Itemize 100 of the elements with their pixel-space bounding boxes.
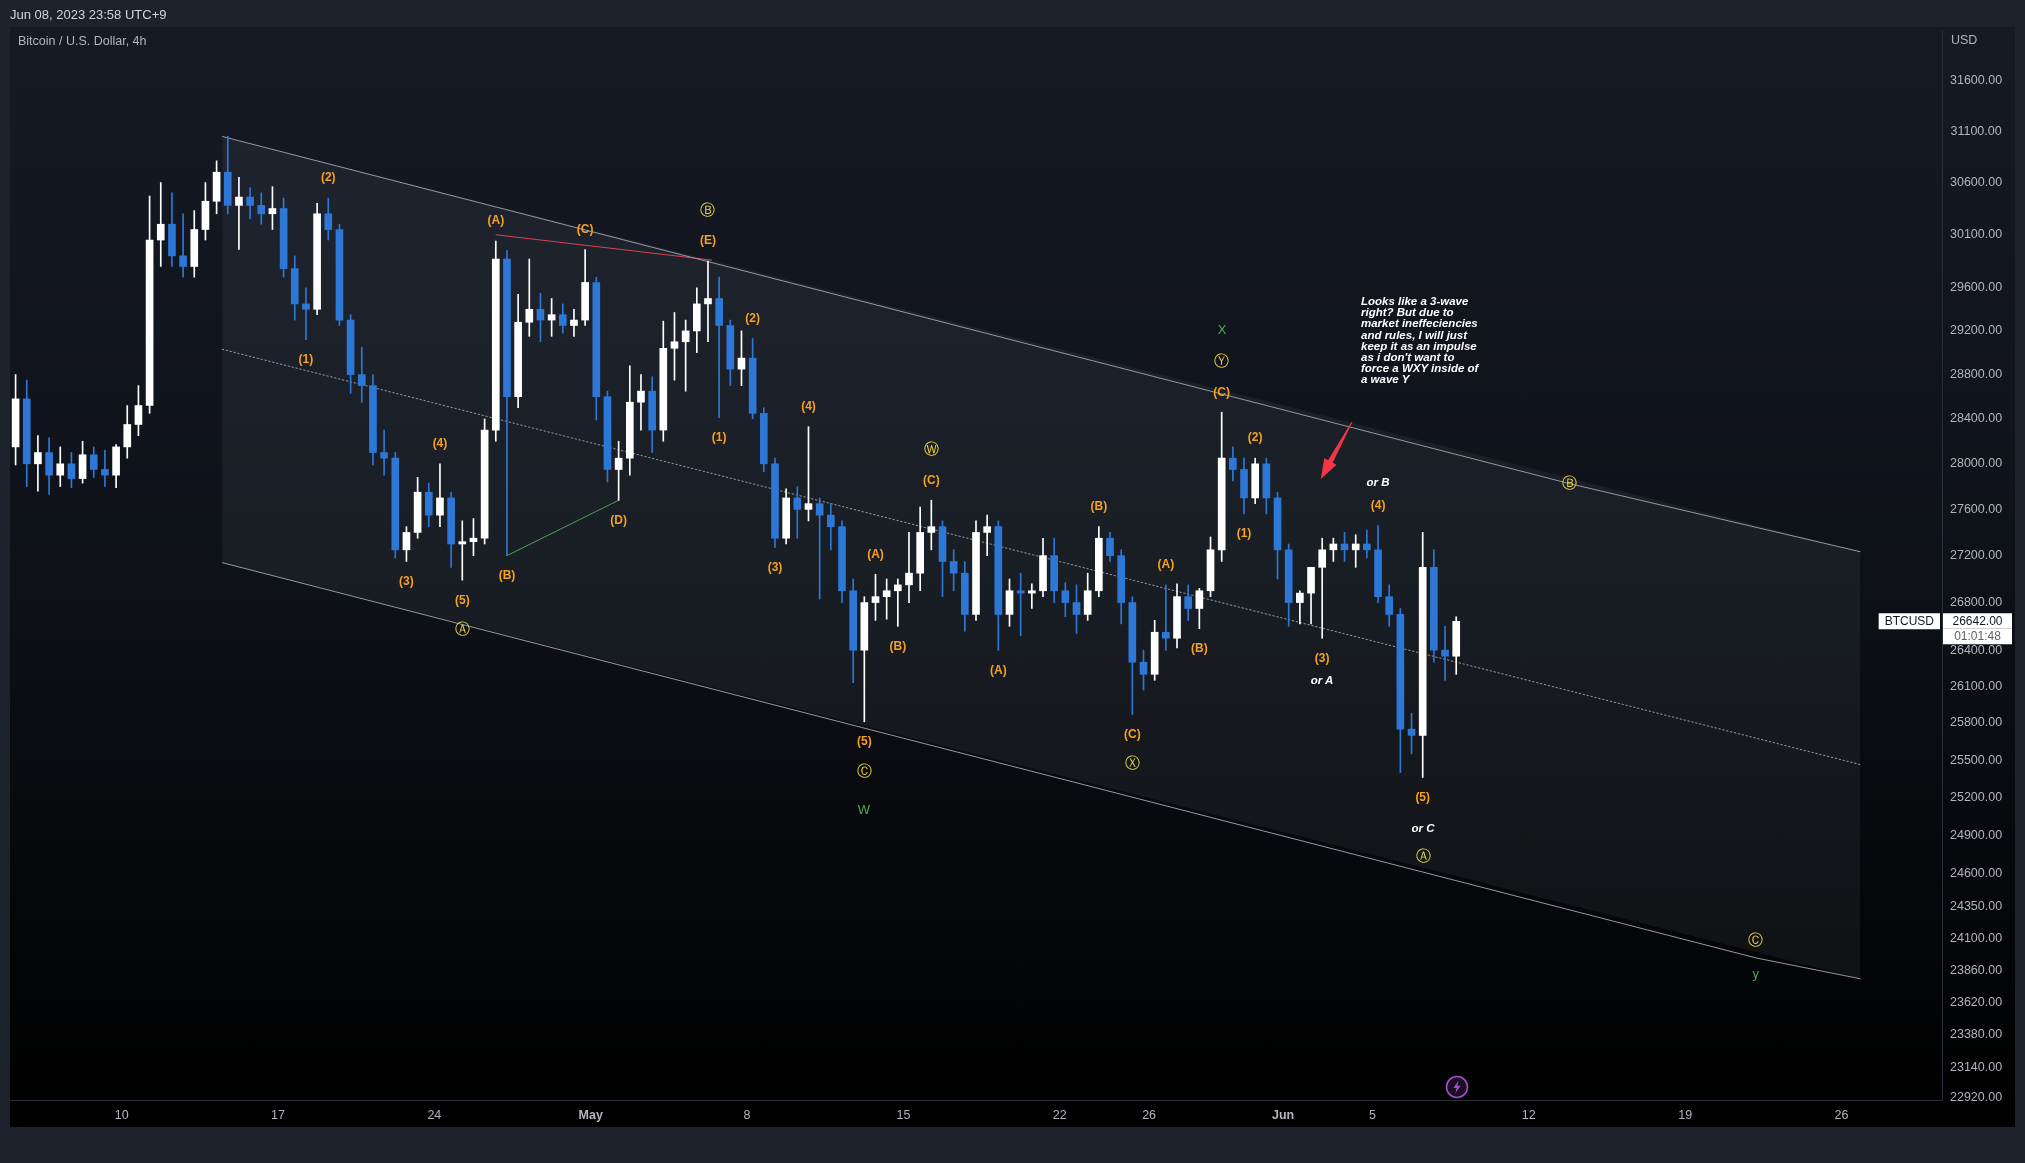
y-tick-label: 23620.00 xyxy=(1950,995,2003,1010)
annotation: (1) xyxy=(711,430,727,445)
annotation: (E) xyxy=(699,233,716,248)
candlestick xyxy=(235,177,243,250)
annotation: or C xyxy=(1411,822,1436,835)
annotation: (B) xyxy=(1191,640,1208,655)
annotation: y xyxy=(1752,966,1760,982)
annotation: (D) xyxy=(610,512,627,527)
y-tick-label: 29200.00 xyxy=(1950,323,2003,338)
candlestick xyxy=(894,578,902,627)
annotation: (4) xyxy=(1370,497,1386,512)
y-tick-label: 26800.00 xyxy=(1950,595,2003,610)
x-tick-label: 12 xyxy=(1521,1107,1536,1122)
x-tick-label: 24 xyxy=(427,1107,442,1122)
annotation: Ⓐ xyxy=(1415,846,1431,865)
candlestick xyxy=(101,449,109,487)
annotation: Ⓨ xyxy=(1214,352,1230,371)
annotation: (5) xyxy=(1415,789,1431,804)
chart-subtitle: Jun 08, 2023 23:58 UTC+9 xyxy=(10,6,167,22)
annotation: or B xyxy=(1366,476,1390,489)
candlestick xyxy=(826,503,835,551)
candlestick xyxy=(34,435,42,492)
candlestick xyxy=(637,374,645,431)
candlestick xyxy=(1318,537,1327,639)
candlestick xyxy=(570,308,578,337)
candlestick xyxy=(704,260,712,343)
x-tick-label: 22 xyxy=(1052,1107,1067,1122)
annotation: (3) xyxy=(767,559,783,574)
y-tick-label: 23140.00 xyxy=(1950,1060,2003,1075)
annotation: Ⓐ xyxy=(454,620,470,639)
candlestick xyxy=(1441,625,1449,681)
annotation: Ⓧ xyxy=(1124,754,1140,773)
y-tick-label: 25500.00 xyxy=(1950,752,2003,767)
y-tick-label: 28000.00 xyxy=(1950,456,2003,471)
annotation: Ⓒ xyxy=(1748,930,1764,949)
candlestick xyxy=(983,514,991,556)
candlestick xyxy=(715,276,723,419)
y-tick-label: 29600.00 xyxy=(1950,280,2003,295)
x-tick-label: 10 xyxy=(114,1107,129,1122)
y-tick-label: 28800.00 xyxy=(1950,367,2003,382)
annotation: (C) xyxy=(576,221,594,236)
y-tick-label: 31100.00 xyxy=(1950,123,2002,138)
annotation: (2) xyxy=(320,170,336,185)
y-tick-label: 27600.00 xyxy=(1950,501,2003,516)
annotation: (5) xyxy=(454,592,470,607)
annotation: (B) xyxy=(498,567,516,582)
x-tick-label: Jun xyxy=(1271,1107,1295,1122)
annotation: (C) xyxy=(922,472,940,487)
candlestick xyxy=(1028,583,1036,609)
annotation: (A) xyxy=(990,662,1007,677)
x-tick-label: May xyxy=(578,1107,603,1122)
annotation: (3) xyxy=(399,573,414,588)
y-tick-label: 24100.00 xyxy=(1950,931,2003,946)
annotation: (C) xyxy=(1213,384,1231,399)
annotation: (4) xyxy=(801,399,816,414)
candlestick xyxy=(1351,534,1360,568)
candlestick xyxy=(1162,584,1170,651)
annotation: Ⓑ xyxy=(700,201,716,220)
candlestick xyxy=(357,346,366,403)
y-tick-label: 26400.00 xyxy=(1950,642,2003,657)
y-tick-label: 30100.00 xyxy=(1950,227,2003,242)
candlestick xyxy=(525,258,534,337)
y-axis-title: USD xyxy=(1951,33,1978,48)
annotation: (A) xyxy=(1157,557,1175,572)
candlestick xyxy=(458,520,467,581)
candlestick xyxy=(1363,529,1371,559)
candlestick xyxy=(905,532,913,603)
candlestick xyxy=(156,182,165,267)
annotation: Ⓑ xyxy=(1562,473,1578,492)
text: 26642.00 xyxy=(1952,613,2003,628)
candlestick xyxy=(302,287,310,340)
annotation: (1) xyxy=(298,351,314,366)
y-tick-label: 26100.00 xyxy=(1950,678,2003,693)
x-tick-label: 26 xyxy=(1834,1107,1849,1122)
y-tick-label: 30600.00 xyxy=(1950,175,2003,190)
text: 01:01:48 xyxy=(1954,629,2002,644)
candlestick xyxy=(793,486,802,539)
y-tick-label: 24900.00 xyxy=(1950,827,2003,842)
y-tick-label: 31600.00 xyxy=(1950,73,2003,88)
candlestick xyxy=(927,499,936,551)
annotation: (3) xyxy=(1314,650,1330,665)
annotation: (A) xyxy=(867,546,884,561)
annotation: (B) xyxy=(1090,498,1108,513)
annotation: (C) xyxy=(1124,726,1141,741)
y-tick-label: 25800.00 xyxy=(1950,715,2003,730)
x-tick-label: 17 xyxy=(271,1107,286,1122)
annotation: (B) xyxy=(889,638,907,653)
candlestick xyxy=(380,429,388,476)
annotation: W xyxy=(857,801,871,817)
chart-title: Bitcoin / U.S. Dollar, 4h xyxy=(18,34,147,49)
candlestick xyxy=(179,213,187,278)
y-tick-label: 24350.00 xyxy=(1950,898,2003,913)
y-tick-label: 25200.00 xyxy=(1950,790,2003,804)
annotation: (1) xyxy=(1236,526,1252,541)
annotation: (2) xyxy=(745,310,760,325)
candlestick xyxy=(1016,572,1025,637)
annotation: (4) xyxy=(432,436,448,451)
y-tick-label: 22920.00 xyxy=(1950,1090,2003,1105)
y-tick-label: 27200.00 xyxy=(1950,548,2003,563)
x-tick-label: 5 xyxy=(1368,1107,1376,1122)
